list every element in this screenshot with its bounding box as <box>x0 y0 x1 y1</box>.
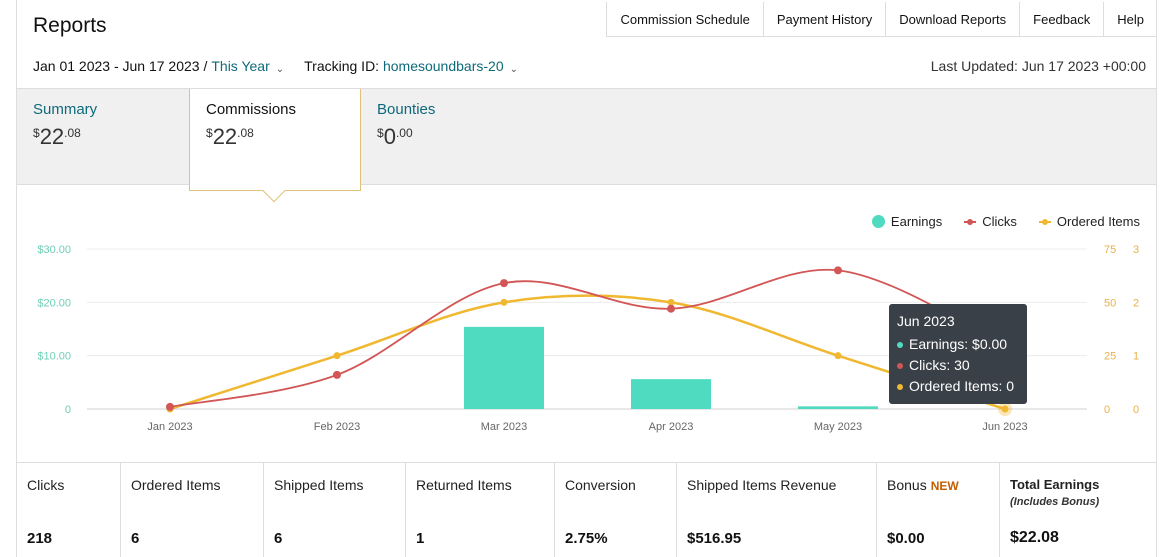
commission-schedule-link[interactable]: Commission Schedule <box>607 2 764 36</box>
tooltip-clicks: Clicks: 30 <box>909 357 970 373</box>
earnings-bar <box>464 326 544 409</box>
legend-ordered-items[interactable]: Ordered Items <box>1038 214 1140 229</box>
tracking-label: Tracking ID: <box>304 58 380 74</box>
y-right-clicks-tick-label: 75 <box>1104 244 1116 256</box>
x-tick-label: Mar 2023 <box>481 421 527 433</box>
payment-history-link[interactable]: Payment History <box>764 2 887 36</box>
tab-label: Summary <box>33 101 98 118</box>
date-range: Jan 01 2023 - Jun 17 2023 / <box>33 58 208 74</box>
report-tabs: Summary $22.08 Commissions $22.08 Bounti… <box>17 88 1156 203</box>
earnings-bar <box>798 406 878 409</box>
stat-total-earnings: Total Earnings (Includes Bonus) $22.08 <box>1010 477 1100 546</box>
ordered-items-swatch <box>1038 218 1051 225</box>
tab-summary[interactable]: Summary $22.08 <box>17 89 189 186</box>
tab-amount: $22.08 <box>33 124 81 149</box>
clicks-swatch <box>964 218 977 225</box>
stat-shipped-items: Shipped Items 6 <box>264 463 406 557</box>
stat-clicks: Clicks 218 <box>17 463 121 557</box>
stat-conversion: Conversion 2.75% <box>555 463 677 557</box>
y-right-clicks-tick-label: 25 <box>1104 351 1116 363</box>
y-left-tick-label: 0 <box>65 404 71 416</box>
earnings-chart: 0 0 0 $10.00 25 1 $20.00 50 2 $30.00 75 3 Jan 2023 Fe… <box>37 244 1139 433</box>
page-title: Reports <box>33 14 107 37</box>
tracking-id-dropdown[interactable]: Tracking ID: homesoundbars-20 ⌄ <box>304 58 518 75</box>
period-label: This Year <box>211 58 270 74</box>
tab-amount: $0.00 <box>377 124 413 149</box>
tooltip-title: Jun 2023 <box>897 313 955 329</box>
y-right-items-tick-label: 0 <box>1133 404 1139 416</box>
earnings-dot <box>897 341 903 348</box>
tracking-id-value: homesoundbars-20 <box>382 58 504 74</box>
y-right-clicks-tick-label: 0 <box>1104 404 1110 416</box>
clicks-point <box>500 279 508 288</box>
chart-legend: Earnings Clicks Ordered Items <box>871 214 1140 229</box>
clicks-dot <box>897 362 903 369</box>
feedback-link[interactable]: Feedback <box>1020 2 1105 36</box>
legend-clicks[interactable]: Clicks <box>964 214 1017 229</box>
top-links: Commission Schedule Payment History Down… <box>606 2 1157 37</box>
tab-amount: $22.08 <box>206 124 254 149</box>
earnings-bar <box>631 379 711 409</box>
report-filters: Jan 01 2023 - Jun 17 2023 / This Year ⌄ T… <box>33 58 518 75</box>
stat-bonus: Bonus NEW $0.00 <box>877 463 1000 557</box>
download-reports-link[interactable]: Download Reports <box>886 2 1021 36</box>
stat-shipped-revenue: Shipped Items Revenue $516.95 <box>677 463 877 557</box>
reports-card: Reports Commission Schedule Payment Hist… <box>16 0 1157 557</box>
ordered-items-point <box>500 298 508 306</box>
earnings-swatch <box>871 215 885 228</box>
clicks-point <box>834 266 842 275</box>
y-right-items-tick-label: 3 <box>1133 244 1139 256</box>
x-tick-label: Jan 2023 <box>147 421 192 433</box>
tab-label: Bounties <box>377 101 436 118</box>
hover-highlight <box>998 402 1012 416</box>
tooltip-earnings: Earnings: $0.00 <box>909 336 1008 352</box>
period-dropdown[interactable]: This Year ⌄ <box>211 58 285 75</box>
clicks-point <box>166 402 174 411</box>
new-badge: NEW <box>930 479 959 493</box>
ordered-items-point <box>1001 405 1009 413</box>
x-tick-label: Feb 2023 <box>314 421 360 433</box>
tab-pointer <box>262 179 286 203</box>
ordered-items-point <box>834 352 842 360</box>
y-left-tick-label: $30.00 <box>37 244 71 256</box>
x-tick-label: Apr 2023 <box>649 421 694 433</box>
y-right-items-tick-label: 1 <box>1133 351 1139 363</box>
y-left-tick-label: $10.00 <box>37 351 71 363</box>
tab-commissions[interactable]: Commissions $22.08 <box>189 89 361 203</box>
tooltip-ordered: Ordered Items: 0 <box>909 378 1015 394</box>
x-tick-label: Jun 2023 <box>982 421 1027 433</box>
y-right-items-tick-label: 2 <box>1133 297 1139 309</box>
y-right-clicks-tick-label: 50 <box>1104 297 1116 309</box>
stat-ordered-items: Ordered Items 6 <box>121 463 264 557</box>
stats-row: Clicks 218 Ordered Items 6 Shipped Items… <box>17 462 1156 557</box>
help-link[interactable]: Help <box>1117 12 1144 27</box>
last-updated: Last Updated: Jun 17 2023 +00:00 <box>930 58 1146 74</box>
chevron-down-icon: ⌄ <box>509 64 518 75</box>
ordered-items-line <box>169 294 1006 411</box>
y-left-tick-label: $20.00 <box>37 297 71 309</box>
clicks-point <box>667 304 675 313</box>
ordered-items-point <box>667 298 675 306</box>
clicks-line <box>169 268 1006 408</box>
tab-label: Commissions <box>206 101 297 118</box>
chart-tooltip: Jun 2023 Earnings: $0.00 Clicks: 30 Orde… <box>889 304 1027 404</box>
chevron-down-icon: ⌄ <box>275 64 285 75</box>
clicks-point <box>333 370 341 379</box>
stat-returned-items: Returned Items 1 <box>406 463 555 557</box>
legend-earnings[interactable]: Earnings <box>871 214 942 229</box>
ordered-dot <box>897 383 903 390</box>
tab-bounties[interactable]: Bounties $0.00 <box>361 89 533 186</box>
ordered-items-point <box>333 352 341 360</box>
x-tick-label: May 2023 <box>814 421 862 433</box>
